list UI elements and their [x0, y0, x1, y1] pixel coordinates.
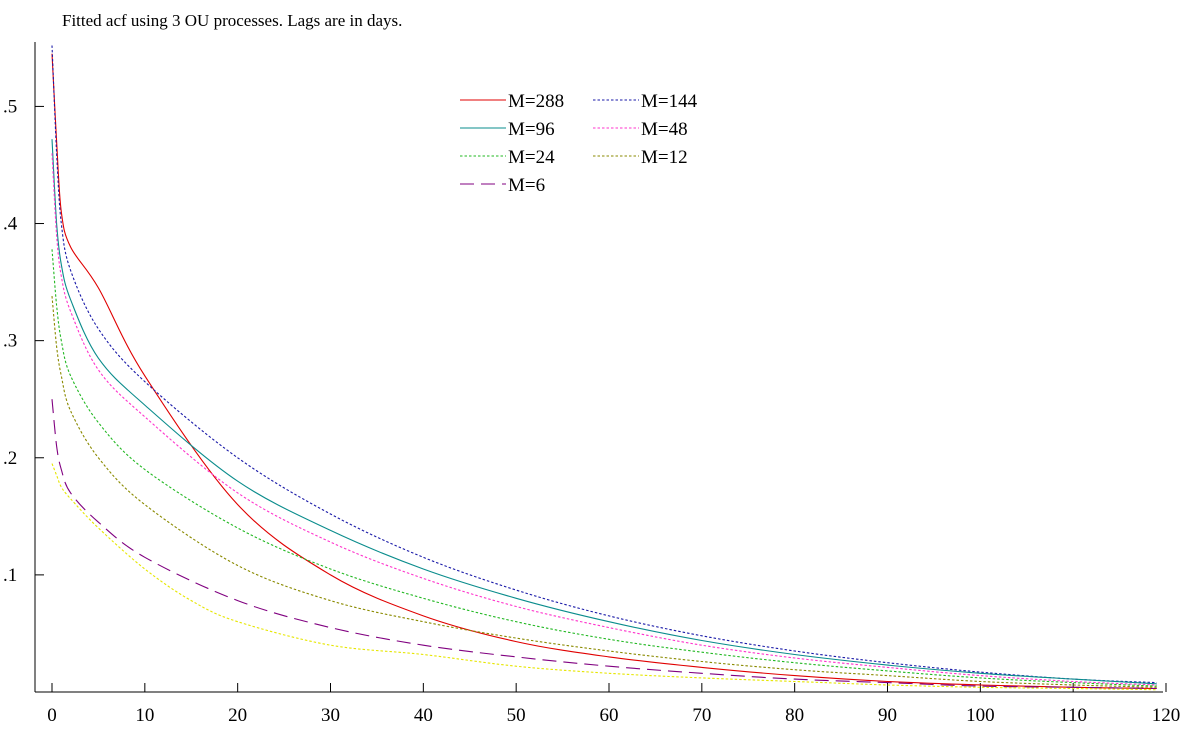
series-line-5: [51, 296, 1157, 688]
x-tick-label: 120: [1152, 705, 1181, 726]
legend: M=288 M=144 M=96 M=48 M=24 M=12 M=6: [460, 91, 698, 196]
chart-title: Fitted acf using 3 OU processes. Lags ar…: [62, 11, 402, 30]
x-tick-label: 20: [228, 705, 247, 726]
series-line-1: [51, 45, 1157, 684]
legend-label: M=12: [641, 147, 688, 168]
legend-label: M=144: [641, 91, 698, 112]
legend-label: M=288: [508, 91, 564, 112]
legend-label: M=48: [641, 119, 688, 140]
x-tick-label: 30: [321, 705, 340, 726]
series-line-6: [51, 399, 1157, 690]
y-tick-label: .5: [3, 96, 17, 117]
x-tick-label: 80: [785, 705, 804, 726]
series-line-3: [51, 153, 1157, 686]
y-tick-label: .3: [3, 331, 17, 352]
x-tick-label: 60: [600, 705, 619, 726]
x-tick-label: 100: [966, 705, 995, 726]
x-tick-label: 10: [135, 705, 154, 726]
y-tick-label: .1: [3, 565, 17, 586]
series-line-7: [51, 463, 1157, 691]
series-line-0: [51, 53, 1157, 690]
legend-label: M=96: [508, 119, 555, 140]
y-tick-label: .4: [3, 214, 18, 235]
series-line-2: [51, 139, 1157, 685]
plot-axes: 0 10 20 30 40 50 60 70 80 90 100 110 120 .1 .2 .3 .4 .5: [3, 42, 1180, 726]
x-tick-label: 0: [47, 705, 57, 726]
legend-label: M=6: [508, 175, 545, 196]
x-tick-label: 70: [692, 705, 711, 726]
series-line-4: [51, 249, 1157, 687]
x-tick-label: 40: [414, 705, 433, 726]
y-tick-label: .2: [3, 448, 17, 469]
x-tick-label: 110: [1059, 705, 1087, 726]
x-tick-label: 90: [878, 705, 897, 726]
legend-label: M=24: [508, 147, 555, 168]
series-lines: [51, 45, 1157, 691]
x-tick-label: 50: [507, 705, 526, 726]
